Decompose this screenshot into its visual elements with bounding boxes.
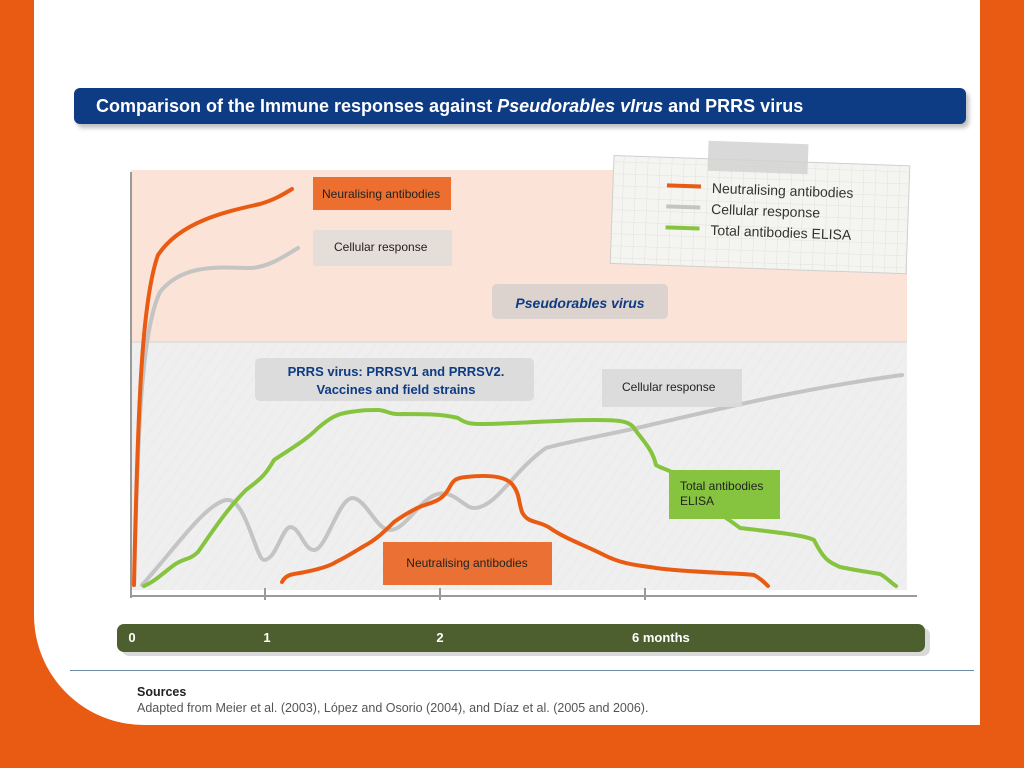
series-pv-neutralising	[132, 187, 294, 587]
sources-divider	[70, 670, 974, 671]
legend: Neutralising antibodies Cellular respons…	[609, 140, 911, 275]
series-prrs-neutralising	[280, 473, 770, 588]
label-box-prrs-neutralising	[383, 542, 552, 585]
timeline-tick-0: 0	[128, 630, 135, 645]
sources-text: Adapted from Meier et al. (2003), López …	[137, 701, 649, 715]
chart: Neuralising antibodies Cellular response…	[117, 140, 930, 656]
timeline-tick-3: 6 months	[632, 630, 690, 645]
region-label-box-prrs	[255, 358, 534, 401]
legend-label-cellular: Cellular response	[711, 201, 821, 221]
label-prrs-elisa-line1: Total antibodies	[680, 479, 763, 493]
region-label-pseudorabies: Pseudorables virus	[515, 295, 644, 311]
series-prrs-cellular	[140, 373, 904, 587]
sources: Sources Adapted from Meier et al. (2003)…	[137, 684, 648, 716]
label-box-prrs-elisa	[669, 470, 780, 519]
label-box-pv-cellular	[313, 230, 452, 266]
timeline-bar	[117, 624, 925, 652]
label-box-prrs-cellular	[602, 369, 742, 407]
legend-swatch-cellular	[666, 204, 701, 210]
label-prrs-neutralising: Neutralising antibodies	[406, 556, 527, 570]
sources-heading: Sources	[137, 685, 187, 699]
timeline-tick-1: 1	[263, 630, 270, 645]
label-box-pv-neutralising	[313, 177, 451, 210]
legend-label-neutralising: Neutralising antibodies	[712, 180, 854, 201]
label-prrs-cellular: Cellular response	[622, 380, 716, 394]
legend-swatch-elisa	[665, 225, 700, 231]
legend-swatch-neutralising	[666, 183, 702, 189]
legend-label-elisa: Total antibodies ELISA	[710, 222, 852, 243]
region-label-prrs-line1: PRRS virus: PRRSV1 and PRRSV2.	[288, 364, 505, 379]
label-prrs-elisa-line2: ELISA	[680, 494, 714, 508]
region-label-prrs-line2: Vaccines and field strains	[317, 382, 476, 397]
series-prrs-elisa	[142, 407, 898, 588]
slide: Comparison of the Immune responses again…	[34, 0, 980, 725]
label-pv-neutralising: Neuralising antibodies	[322, 187, 440, 201]
label-pv-cellular: Cellular response	[334, 240, 428, 254]
region-label-box-pseudorabies	[492, 284, 668, 319]
timeline-tick-2: 2	[436, 630, 443, 645]
legend-tape	[707, 140, 809, 175]
chart-title: Comparison of the Immune responses again…	[74, 88, 966, 124]
